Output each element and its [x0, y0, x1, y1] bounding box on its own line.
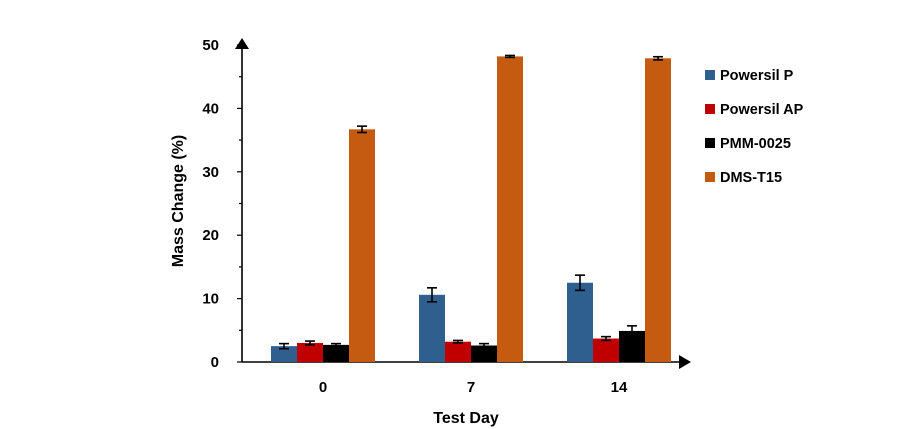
y-axis-title: Mass Change (%) — [170, 135, 187, 267]
bar — [593, 338, 619, 362]
bar — [297, 342, 323, 362]
x-tick-label: 14 — [611, 379, 628, 396]
x-tick-label: 0 — [319, 379, 327, 396]
legend-swatch — [705, 138, 715, 148]
y-tick-label: 10 — [202, 291, 219, 308]
bar — [419, 294, 445, 362]
bar — [271, 346, 297, 362]
bar — [323, 344, 349, 362]
y-tick-label: 0 — [211, 354, 219, 371]
y-axis-arrow — [235, 38, 249, 49]
legend-label: PMM-0025 — [720, 136, 791, 152]
bar — [445, 341, 471, 362]
y-tick-label: 20 — [202, 227, 219, 244]
legend-label: Powersil P — [720, 68, 794, 84]
y-tick-label: 40 — [202, 100, 219, 117]
legend-label: DMS-T15 — [720, 170, 782, 186]
plot-area: 0 10 20 30 40 50 0 7 14 — [202, 37, 691, 396]
legend: Powersil P Powersil AP PMM-0025 DMS-T15 — [705, 68, 804, 186]
x-axis-title: Test Day — [433, 410, 499, 427]
x-axis-arrow — [679, 355, 691, 369]
bar — [567, 282, 593, 362]
legend-swatch — [705, 104, 715, 114]
legend-swatch — [705, 172, 715, 182]
bar — [349, 129, 375, 362]
legend-swatch — [705, 70, 715, 80]
bar — [645, 58, 671, 363]
x-tick-label: 7 — [467, 379, 475, 396]
y-tick-label: 30 — [202, 164, 219, 181]
bar — [497, 56, 523, 363]
legend-label: Powersil AP — [720, 102, 804, 118]
y-tick-label: 50 — [202, 37, 219, 54]
bar — [471, 345, 497, 362]
